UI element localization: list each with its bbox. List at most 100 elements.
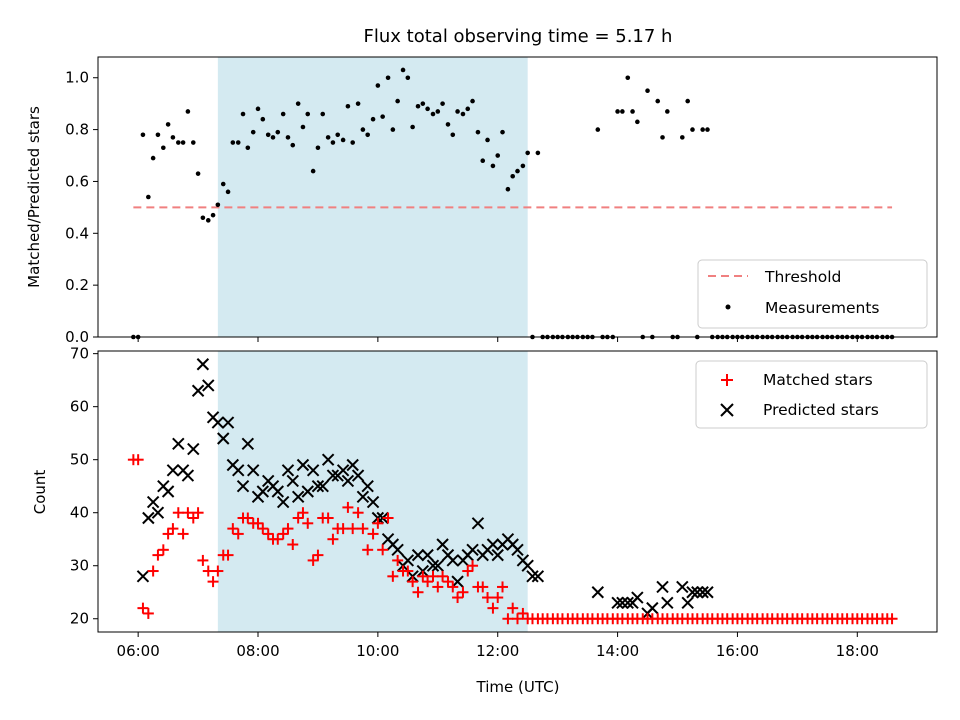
measurement-point [435, 109, 441, 114]
measurement-point [460, 111, 466, 117]
measurement-point [440, 101, 445, 106]
matched-star-point [392, 554, 404, 566]
matched-star-point [182, 507, 194, 519]
predicted-star-point [181, 469, 195, 482]
predicted-star-point [321, 453, 335, 466]
top-legend: Threshold Measurements [697, 259, 928, 329]
measurement-point [660, 135, 665, 140]
measurement-point [275, 129, 281, 135]
measurement-point [425, 106, 430, 112]
predicted-star-point [296, 458, 310, 472]
predicted-star-point [146, 495, 160, 509]
predicted-star-point [436, 538, 449, 551]
measurement-point [140, 132, 146, 138]
predicted-star-point [316, 479, 329, 493]
measurement-point [620, 109, 625, 114]
predicted-star-point [351, 469, 365, 482]
predicted-star-point [191, 384, 205, 397]
predicted-star-point [221, 416, 235, 429]
predicted-star-point [696, 586, 709, 599]
matched-star-point [352, 507, 364, 519]
matched-star-point [447, 581, 459, 593]
predicted-star-point [341, 474, 355, 488]
y-tick-label: 0.4 [65, 224, 89, 242]
matched-star-point [262, 528, 274, 540]
measurement-point [235, 140, 241, 145]
matched-star-point [322, 512, 334, 524]
measurement-point [395, 98, 400, 104]
predicted-star-point [686, 586, 699, 599]
measurement-point [240, 111, 246, 117]
matched-star-point [187, 512, 199, 524]
matched-star-point [422, 576, 434, 588]
matched-star-points [127, 454, 898, 625]
top-panel: 0.0 0.2 0.4 0.6 0.8 1.0 Matched/Predicted sta… [25, 56, 938, 346]
x-tick-label: 10:00 [356, 642, 399, 660]
matched-star-point [282, 523, 294, 535]
predicted-star-point [271, 485, 284, 498]
matched-star-point [142, 607, 154, 619]
y-tick-label: 1.0 [65, 69, 89, 87]
matched-star-point [302, 517, 314, 529]
predicted-star-point [276, 495, 290, 509]
matched-star-point [162, 528, 174, 540]
matched-star-point [407, 576, 419, 588]
measurement-point [300, 124, 306, 130]
measurement-point [340, 137, 346, 143]
matched-star-point [257, 523, 269, 535]
measurement-point [205, 218, 211, 223]
measurement-point [635, 119, 640, 125]
predicted-star-point [591, 586, 605, 599]
measurement-point [505, 186, 511, 192]
matched-star-point [157, 544, 169, 556]
matched-star-point [502, 613, 514, 625]
measurement-point [330, 140, 336, 145]
measurement-point [490, 163, 496, 169]
predicted-star-point [451, 575, 464, 588]
matched-star-point [462, 565, 474, 577]
matched-star-point [197, 554, 209, 566]
measurement-point [350, 140, 355, 145]
measurement-point [355, 101, 361, 106]
legend-predicted-swatch [720, 403, 734, 417]
predicted-star-point [611, 596, 624, 610]
measurement-point [200, 215, 206, 221]
measurement-point [485, 137, 490, 143]
predicted-star-point [466, 543, 479, 557]
predicted-star-point [336, 464, 350, 477]
predicted-star-point [217, 432, 230, 445]
bottom-y-ticks: 20 30 40 50 60 70 [70, 345, 98, 628]
x-tick-label: 06:00 [117, 642, 160, 660]
matched-star-point [242, 512, 254, 524]
matched-star-point [147, 565, 159, 577]
matched-star-point [307, 554, 319, 566]
y-tick-label: 0.2 [65, 276, 89, 294]
y-tick-label: 20 [70, 610, 89, 628]
matched-star-point [442, 576, 454, 588]
predicted-star-point [142, 511, 155, 525]
x-tick-label: 14:00 [596, 642, 639, 660]
predicted-star-point [202, 379, 215, 392]
matched-star-point [412, 586, 424, 598]
y-tick-label: 50 [70, 451, 89, 469]
matched-star-point [402, 565, 414, 577]
measurement-point [180, 140, 186, 145]
measurement-point [525, 150, 530, 156]
predicted-star-point [366, 495, 380, 509]
matched-star-point [337, 523, 349, 535]
predicted-star-point [446, 554, 459, 567]
legend-matched-swatch [721, 374, 733, 386]
matched-star-point [477, 581, 489, 593]
measurement-point [265, 132, 271, 138]
predicted-star-point [486, 538, 500, 551]
measurement-point [385, 75, 391, 81]
x-axis-label: Time (UTC) [476, 678, 560, 696]
measurement-point [520, 163, 526, 169]
measurement-point [310, 168, 316, 174]
matched-star-point [457, 586, 469, 598]
measurement-point [420, 101, 426, 106]
predicted-star-point [531, 570, 545, 583]
matched-star-point [377, 544, 389, 556]
predicted-star-point [521, 559, 534, 572]
matched-star-point [387, 570, 399, 582]
